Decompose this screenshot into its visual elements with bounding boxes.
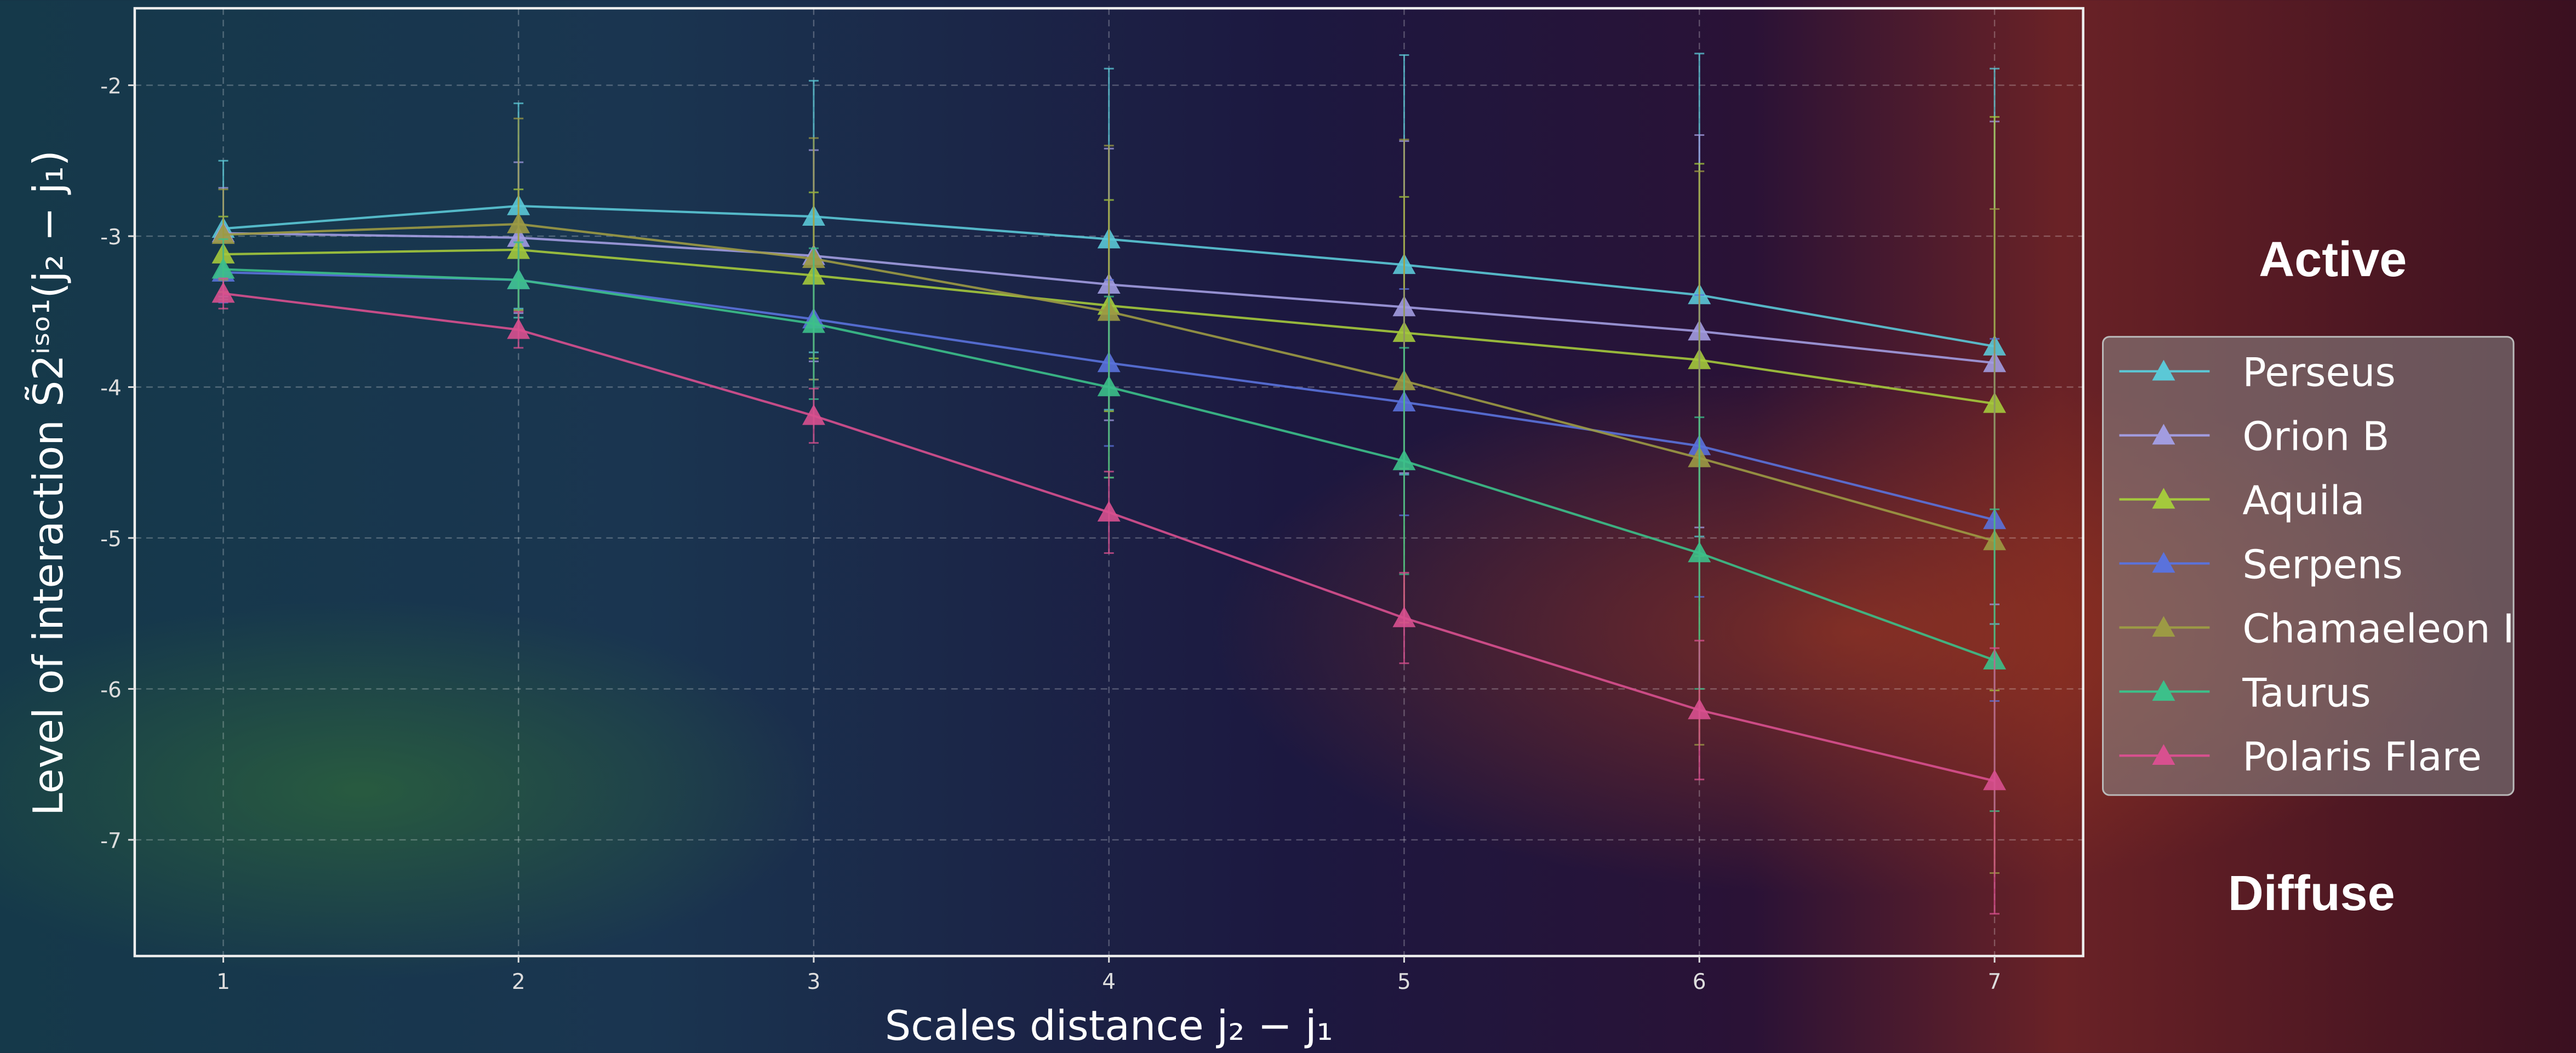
y-tick-label: -5 — [100, 527, 122, 552]
x-tick-label: 3 — [807, 970, 821, 994]
legend-label: Polaris Flare — [2242, 734, 2482, 780]
y-tick-label: -3 — [100, 225, 122, 250]
x-axis-label: Scales distance j₂ − j₁ — [885, 1002, 1333, 1050]
legend-label: Serpens — [2242, 541, 2403, 587]
x-tick-label: 2 — [512, 970, 526, 994]
legend-label: Orion B — [2242, 414, 2389, 460]
x-tick-label: 5 — [1397, 970, 1411, 994]
y-tick-label: -6 — [100, 678, 122, 702]
x-tick-label: 1 — [216, 970, 230, 994]
annotation: Diffuse — [2228, 866, 2395, 921]
legend-label: Aquila — [2242, 478, 2364, 524]
legend-label: Taurus — [2242, 669, 2371, 716]
annotation: Active — [2259, 232, 2407, 287]
y-axis-label: Level of interaction S̃2ⁱˢᵒ¹(j₂ − j₁) — [24, 150, 72, 816]
legend-label: Perseus — [2242, 350, 2395, 396]
x-tick-label: 7 — [1988, 970, 2002, 994]
x-tick-label: 6 — [1693, 970, 1706, 994]
y-tick-label: -2 — [100, 75, 122, 99]
x-tick-label: 4 — [1102, 970, 1116, 994]
legend-label: Chamaeleon I — [2242, 605, 2514, 651]
page: {"chart_data":{"type":"line", "xlabel":"… — [0, 0, 2576, 1053]
y-tick-label: -4 — [100, 376, 122, 401]
chart: Scales distance j₂ − j₁ Level of interac… — [0, 0, 2576, 1053]
y-tick-label: -7 — [100, 829, 122, 854]
